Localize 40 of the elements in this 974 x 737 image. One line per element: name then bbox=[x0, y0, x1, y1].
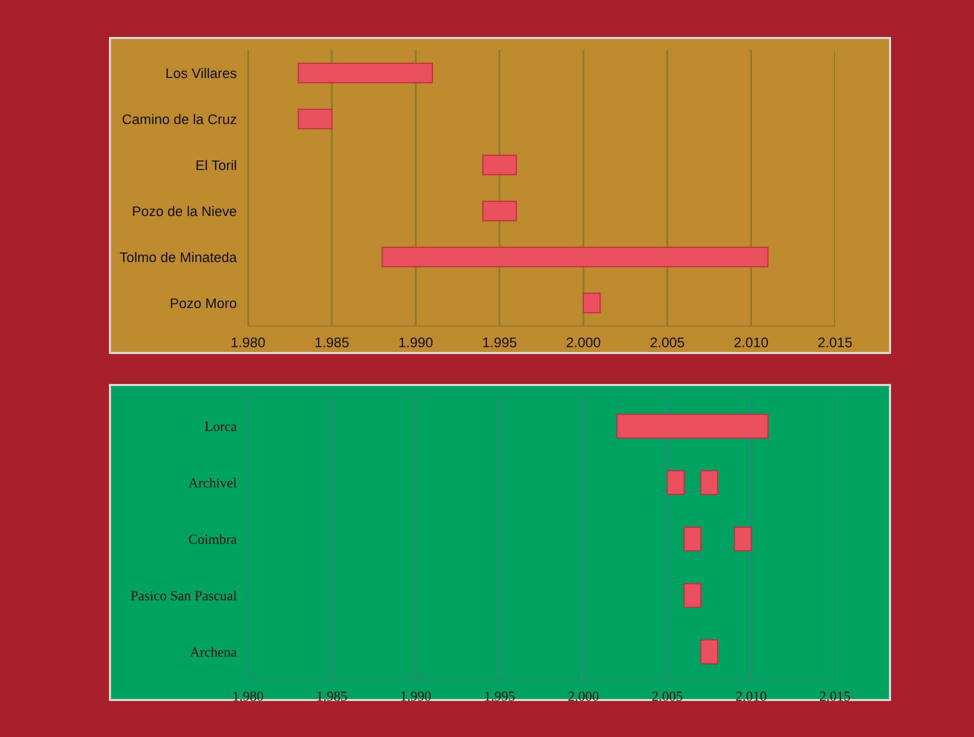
y-tick-label: Archivel bbox=[188, 478, 237, 488]
bar bbox=[700, 639, 718, 664]
bar bbox=[298, 108, 332, 130]
x-tick-label: 1.990 bbox=[399, 337, 433, 348]
bar bbox=[700, 470, 718, 495]
bar bbox=[616, 414, 768, 439]
x-tick-label: 2.000 bbox=[566, 337, 600, 348]
x-tick-label: 2.005 bbox=[652, 692, 682, 701]
bar bbox=[482, 200, 517, 222]
x-tick-label: 1.985 bbox=[316, 337, 349, 348]
y-tick-label: Pozo Moro bbox=[170, 298, 236, 308]
bar bbox=[684, 526, 702, 552]
y-tick-label: El Toril bbox=[196, 160, 236, 170]
x-tick-label: 1.990 bbox=[401, 692, 431, 701]
bar bbox=[582, 292, 601, 314]
bar bbox=[684, 583, 702, 608]
bar bbox=[666, 470, 685, 495]
x-tick-label: 1.980 bbox=[234, 692, 264, 701]
x-tick-label: 1.985 bbox=[317, 692, 347, 701]
y-tick-label: Tolmo de Minateda bbox=[120, 252, 237, 262]
bar bbox=[734, 526, 752, 552]
bar bbox=[298, 62, 434, 84]
y-tick-label: Coimbra bbox=[188, 534, 237, 544]
y-tick-label: Archena bbox=[190, 646, 237, 657]
y-tick-label: Lorca bbox=[204, 422, 237, 432]
y-tick-label: Pozo de la Nieve bbox=[133, 206, 236, 216]
x-tick-label: 1.980 bbox=[232, 337, 265, 348]
bar bbox=[382, 246, 768, 268]
y-tick-label: Camino de la Cruz bbox=[122, 114, 236, 124]
bar bbox=[482, 154, 517, 176]
x-tick-label: 2.000 bbox=[568, 692, 599, 701]
x-tick-label: 2.010 bbox=[736, 692, 766, 701]
x-tick-label: 2.015 bbox=[820, 692, 850, 701]
x-tick-label: 1.995 bbox=[485, 692, 515, 701]
x-tick-label: 1.995 bbox=[483, 337, 516, 348]
x-tick-label: 2.005 bbox=[650, 337, 684, 348]
y-tick-label: Pasico San Pascual bbox=[130, 590, 237, 600]
x-tick-label: 2.015 bbox=[818, 337, 852, 348]
x-tick-label: 2.010 bbox=[734, 337, 768, 348]
y-tick-label: Los Villares bbox=[166, 68, 236, 78]
